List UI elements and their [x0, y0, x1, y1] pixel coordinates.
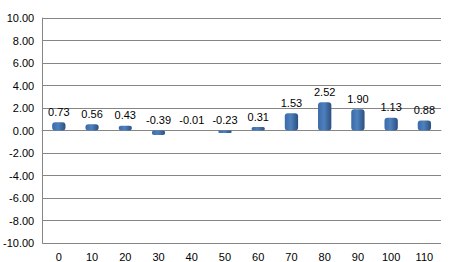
svg-text:1.13: 1.13 — [380, 101, 401, 113]
svg-text:2.52: 2.52 — [314, 86, 335, 98]
svg-text:-0.23: -0.23 — [212, 114, 237, 126]
svg-text:50: 50 — [219, 251, 231, 262]
svg-text:-10.00: -10.00 — [3, 237, 34, 249]
svg-text:0: 0 — [56, 251, 62, 262]
svg-text:6.00: 6.00 — [13, 57, 34, 69]
svg-text:30: 30 — [152, 251, 164, 262]
svg-text:4.00: 4.00 — [13, 80, 34, 92]
svg-text:0.31: 0.31 — [248, 111, 269, 123]
svg-text:0.56: 0.56 — [81, 108, 102, 120]
svg-text:0.00: 0.00 — [13, 125, 34, 137]
svg-text:-0.01: -0.01 — [179, 114, 204, 126]
svg-text:110: 110 — [416, 251, 434, 262]
svg-text:-6.00: -6.00 — [9, 192, 34, 204]
svg-text:-2.00: -2.00 — [9, 147, 34, 159]
svg-text:40: 40 — [186, 251, 198, 262]
svg-text:90: 90 — [352, 251, 364, 262]
svg-text:70: 70 — [285, 251, 297, 262]
svg-text:1.53: 1.53 — [281, 97, 302, 109]
svg-text:8.00: 8.00 — [13, 35, 34, 47]
svg-text:60: 60 — [252, 251, 264, 262]
svg-text:-0.39: -0.39 — [146, 114, 171, 126]
svg-text:0.43: 0.43 — [115, 109, 136, 121]
svg-text:0.88: 0.88 — [414, 104, 435, 116]
svg-text:0.73: 0.73 — [48, 106, 69, 118]
svg-text:-4.00: -4.00 — [9, 170, 34, 182]
svg-text:10.00: 10.00 — [7, 12, 35, 24]
svg-text:20: 20 — [119, 251, 131, 262]
svg-text:-8.00: -8.00 — [9, 215, 34, 227]
svg-text:1.90: 1.90 — [347, 93, 368, 105]
svg-text:80: 80 — [319, 251, 331, 262]
svg-text:10: 10 — [86, 251, 98, 262]
svg-text:100: 100 — [382, 251, 400, 262]
svg-text:2.00: 2.00 — [13, 102, 34, 114]
